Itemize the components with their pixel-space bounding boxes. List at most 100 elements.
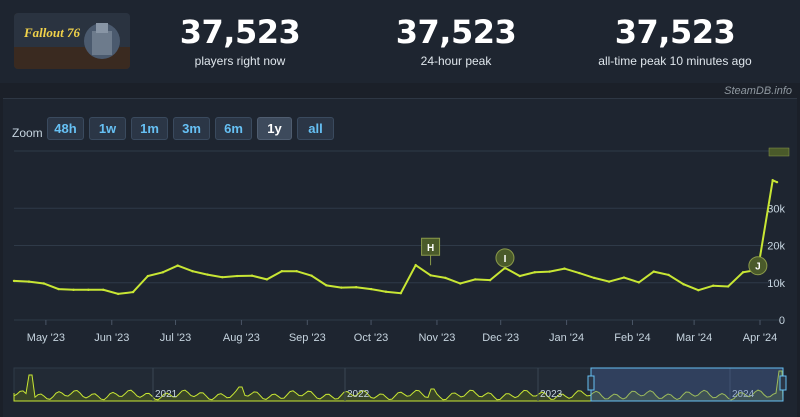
data-point (265, 278, 269, 281)
data-point (682, 283, 685, 286)
data-point (116, 292, 120, 296)
zoom-label: Zoom (12, 126, 43, 140)
data-point (191, 270, 194, 273)
data-point (414, 264, 417, 267)
x-tick-label: Dec '23 (482, 332, 519, 344)
annotation-flag-j[interactable] (748, 256, 768, 276)
annotation-label: J (755, 262, 761, 273)
game-logo-text: Fallout 76 (23, 25, 80, 40)
data-point (295, 270, 298, 273)
data-point (726, 285, 730, 288)
players-now-label: players right now (194, 54, 286, 68)
data-point (563, 267, 566, 270)
zoom-3m-button[interactable]: 3m (173, 117, 210, 140)
data-point (488, 278, 492, 282)
x-tick-label: Oct '23 (354, 332, 389, 344)
data-point (161, 271, 164, 274)
data-point (354, 286, 358, 289)
x-tick-label: Jul '23 (160, 332, 191, 344)
x-tick-label: Nov '23 (418, 332, 455, 344)
data-point (741, 271, 745, 274)
all-time-peak-label: all-time peak 10 minutes ago (598, 54, 752, 68)
data-point (310, 274, 313, 277)
data-point (42, 282, 45, 285)
navigator-year-label: 2024 (732, 389, 755, 400)
data-point (57, 287, 60, 291)
x-tick-label: Sep '23 (289, 332, 326, 344)
y-tick-label: 0 (779, 315, 785, 327)
annotation-flag-h[interactable] (421, 237, 441, 256)
data-point (12, 279, 16, 283)
data-point (697, 289, 700, 292)
zoom-1m-button[interactable]: 1m (131, 117, 168, 140)
data-point (593, 276, 596, 280)
x-tick-label: Feb '24 (614, 332, 650, 344)
data-point (607, 280, 611, 283)
data-point (622, 276, 626, 279)
x-tick-label: Aug '23 (223, 332, 260, 344)
stats-header: Fallout 76 37,523 players right now 37,5… (0, 0, 800, 83)
data-point (250, 274, 254, 277)
stat-players-now: 37,523 players right now (160, 14, 320, 68)
data-point (429, 274, 432, 277)
data-point (712, 284, 715, 287)
zoom-48h-button[interactable]: 48h (47, 117, 84, 140)
x-tick-label: May '23 (27, 332, 65, 344)
data-point (325, 284, 328, 287)
y-tick-label: 10k (767, 278, 785, 290)
data-point (176, 264, 179, 267)
zoom-6m-button[interactable]: 6m (215, 117, 252, 140)
data-point (459, 282, 462, 285)
data-point (146, 274, 150, 278)
x-tick-label: Jan '24 (549, 332, 584, 344)
players-now-value: 37,523 (179, 13, 301, 51)
stat-24h-peak: 37,523 24-hour peak (376, 14, 536, 68)
data-point (444, 276, 447, 280)
navigator-right-handle[interactable] (779, 375, 787, 391)
data-point (399, 291, 403, 295)
data-point (384, 290, 388, 293)
navigator-left-handle[interactable] (587, 375, 595, 391)
stat-all-time-peak: 37,523 all-time peak 10 minutes ago (575, 14, 775, 68)
data-point (474, 278, 477, 281)
data-point (667, 273, 670, 277)
navigator-selected-range[interactable] (590, 367, 784, 402)
peak-24h-value: 37,523 (395, 13, 517, 51)
annotation-flag-i[interactable] (495, 248, 515, 268)
zoom-all-button[interactable]: all (297, 117, 334, 140)
data-point (369, 287, 373, 291)
data-point (548, 270, 551, 273)
game-banner-image[interactable]: Fallout 76 (14, 13, 130, 69)
y-tick-label: 30k (767, 203, 785, 215)
data-point (221, 275, 224, 279)
zoom-1y-button[interactable]: 1y (257, 117, 292, 140)
navigator-year-label: 2022 (347, 389, 370, 400)
data-point (533, 271, 536, 274)
x-tick-label: Jun '23 (94, 332, 129, 344)
data-point (27, 280, 31, 283)
data-point (518, 274, 522, 278)
navigator-year-label: 2023 (540, 389, 563, 400)
zoom-1w-button[interactable]: 1w (89, 117, 126, 140)
data-point (637, 281, 641, 284)
peak-flag[interactable] (768, 147, 790, 157)
data-point (72, 288, 75, 292)
data-point (280, 270, 283, 273)
x-tick-label: Mar '24 (676, 332, 712, 344)
peak-24h-label: 24-hour peak (420, 54, 492, 68)
data-point (87, 288, 90, 292)
navigator-year-label: 2021 (155, 389, 178, 400)
data-point (578, 271, 581, 275)
player-count-series-line (13, 178, 778, 295)
data-point (340, 286, 343, 289)
data-point (771, 179, 774, 182)
y-tick-label: 20k (767, 241, 785, 253)
game-banner-art: Fallout 76 (14, 13, 130, 69)
data-point (235, 274, 239, 278)
steamdb-credit[interactable]: SteamDB.info (724, 85, 792, 97)
annotation-label: I (504, 254, 507, 265)
data-point (775, 180, 779, 184)
navigator-series (13, 370, 784, 402)
data-point (102, 288, 105, 292)
